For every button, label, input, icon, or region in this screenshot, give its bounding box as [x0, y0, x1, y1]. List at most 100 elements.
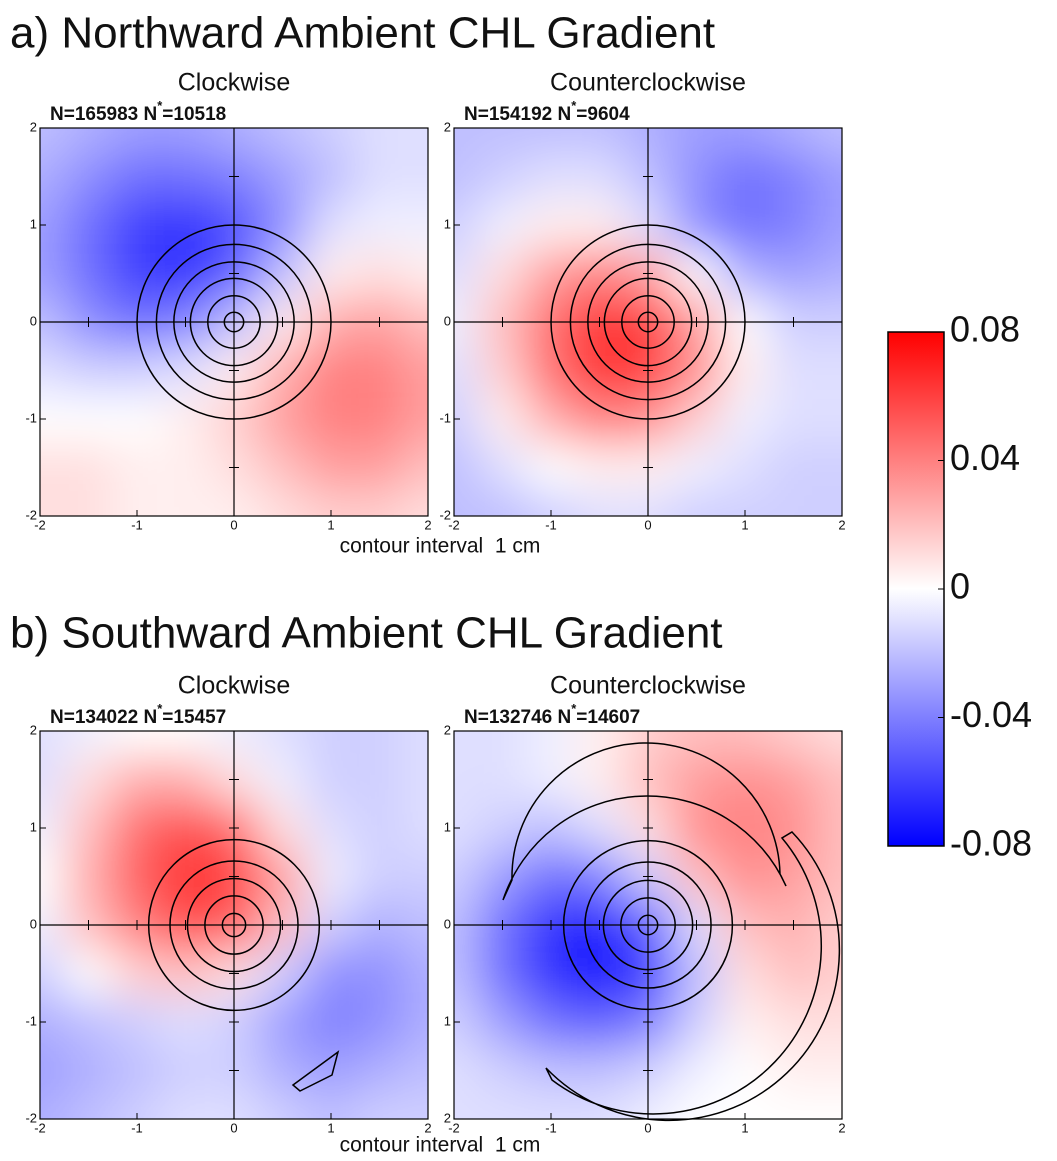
- cell: [817, 491, 842, 516]
- cell: [478, 152, 528, 202]
- cell: [720, 803, 770, 853]
- cell: [306, 128, 356, 153]
- x-tick-label: 2: [838, 517, 845, 532]
- cell: [575, 997, 625, 1047]
- counts-label: N=154192 N*=9604: [464, 98, 630, 125]
- cell: [817, 1094, 842, 1119]
- cell: [454, 755, 479, 805]
- cell: [355, 1046, 405, 1096]
- cell: [720, 128, 770, 153]
- cell: [161, 443, 211, 493]
- cell: [306, 997, 356, 1047]
- cell: [575, 128, 625, 153]
- y-tick-label: -2: [25, 1110, 37, 1125]
- cell: [769, 731, 819, 756]
- contour: [569, 243, 727, 401]
- cell: [672, 249, 722, 299]
- cell: [64, 731, 114, 756]
- y-tick-label: 0: [30, 916, 37, 931]
- y-tick-label: -1: [439, 410, 451, 425]
- cell: [817, 443, 842, 493]
- cell: [769, 1046, 819, 1096]
- cell: [817, 997, 842, 1047]
- cell: [720, 852, 770, 902]
- y-tick-label: -2: [439, 507, 451, 522]
- cell: [112, 803, 162, 853]
- cell: [161, 949, 211, 999]
- cell: [526, 249, 576, 299]
- cell: [64, 1046, 114, 1096]
- cell: [161, 803, 211, 853]
- cell: [64, 491, 114, 516]
- cell: [478, 1046, 528, 1096]
- cell: [817, 731, 842, 756]
- y-tick-label: 0: [444, 313, 451, 328]
- title-a: a) Northward Ambient CHL Gradient: [10, 9, 715, 58]
- cell: [526, 755, 576, 805]
- counts-tail: =15457: [162, 707, 226, 728]
- cell: [478, 1094, 528, 1119]
- cell: [258, 1094, 308, 1119]
- cell: [403, 249, 428, 299]
- x-tick-label: 0: [230, 1120, 237, 1135]
- cell: [672, 200, 722, 250]
- cell: [355, 852, 405, 902]
- cell: [478, 249, 528, 299]
- cell: [112, 731, 162, 756]
- x-tick-label: 0: [644, 517, 651, 532]
- cell: [720, 731, 770, 756]
- cell: [526, 852, 576, 902]
- contour: [147, 838, 321, 1012]
- cell: [672, 394, 722, 444]
- cell: [403, 1046, 428, 1096]
- cell: [478, 491, 528, 516]
- cell: [40, 491, 65, 516]
- cell: [769, 755, 819, 805]
- cell: [306, 249, 356, 299]
- cell: [478, 731, 528, 756]
- x-tick-label: 0: [230, 517, 237, 532]
- cell: [817, 852, 842, 902]
- cell: [112, 949, 162, 999]
- y-tick-label: 1: [444, 1013, 451, 1028]
- cell: [40, 1046, 65, 1096]
- cell: [478, 852, 528, 902]
- cell: [478, 346, 528, 396]
- cell: [720, 997, 770, 1047]
- cell: [258, 394, 308, 444]
- contour: [545, 831, 841, 1122]
- caption: contour interval 1 cm: [340, 1134, 541, 1157]
- cell: [64, 346, 114, 396]
- cell: [817, 803, 842, 853]
- cell: [306, 1046, 356, 1096]
- cell: [258, 731, 308, 756]
- y-tick-label: 1: [444, 819, 451, 834]
- counts-tail: =9604: [576, 104, 630, 125]
- x-tick-label: 0: [644, 1120, 651, 1135]
- y-tick-label: 2: [444, 722, 451, 737]
- contour: [186, 877, 282, 973]
- cell: [258, 755, 308, 805]
- x-tick-label: 2: [424, 1120, 431, 1135]
- cell: [769, 803, 819, 853]
- cell: [112, 443, 162, 493]
- cell: [112, 852, 162, 902]
- cell: [112, 346, 162, 396]
- cell: [161, 997, 211, 1047]
- cell: [454, 491, 479, 516]
- cell: [720, 1046, 770, 1096]
- contour: [620, 897, 676, 953]
- counts-star: *: [571, 98, 577, 113]
- cell: [64, 949, 114, 999]
- cell: [817, 152, 842, 202]
- x-tick-label: 1: [327, 1120, 334, 1135]
- cell: [403, 346, 428, 396]
- y-tick-label: 2: [444, 1110, 451, 1125]
- cell: [526, 997, 576, 1047]
- cell: [40, 731, 65, 756]
- cell: [112, 491, 162, 516]
- cell: [355, 346, 405, 396]
- cell: [575, 949, 625, 999]
- cell: [478, 997, 528, 1047]
- cell: [672, 128, 722, 153]
